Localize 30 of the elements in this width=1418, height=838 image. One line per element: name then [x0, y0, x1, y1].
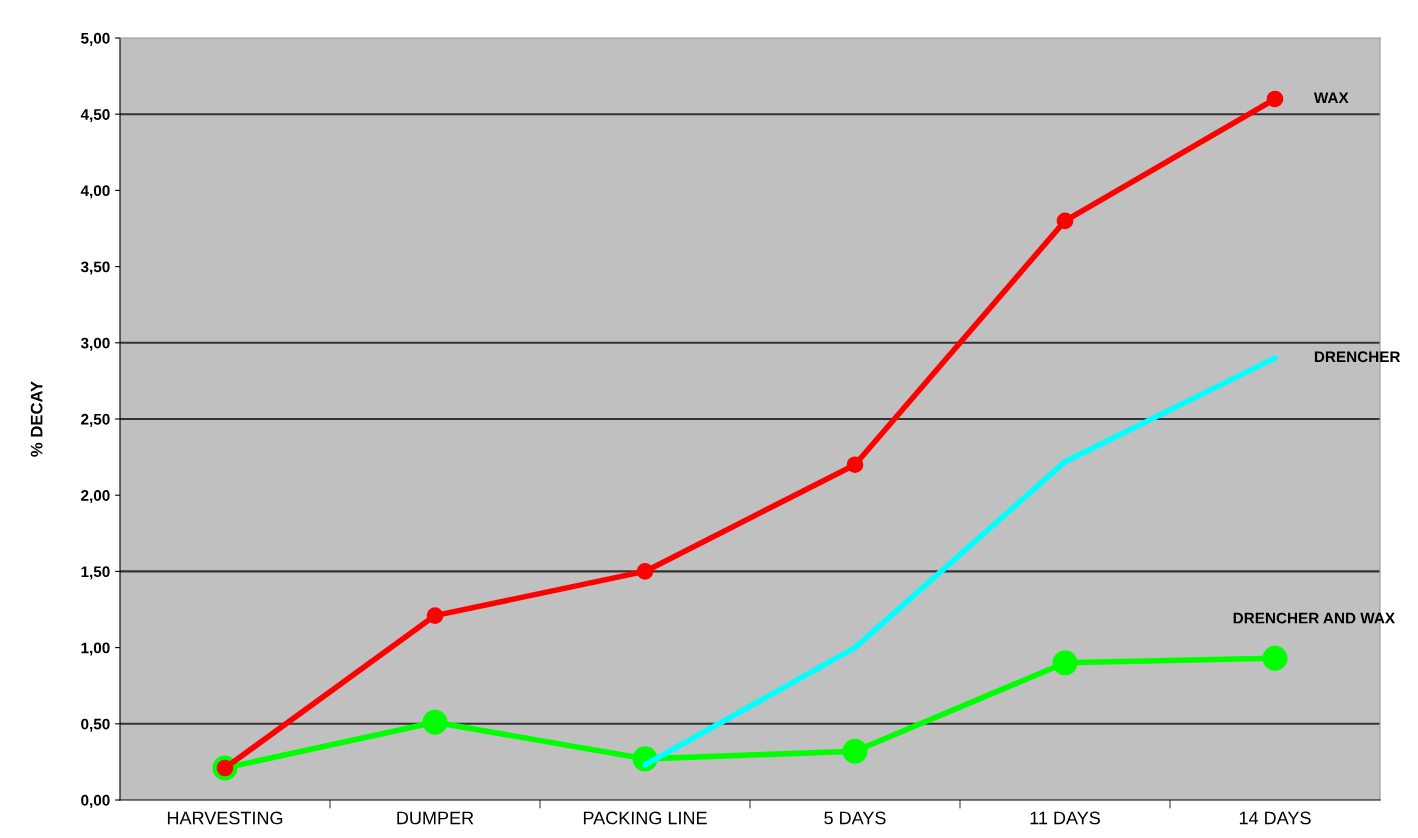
- text: DRENCHER: [1314, 351, 1401, 363]
- x-tick-label: HARVESTING: [167, 811, 283, 825]
- point: [1266, 90, 1284, 108]
- y-tick-label: 1,00: [81, 642, 110, 656]
- y-tick-label: 4,50: [80, 109, 110, 123]
- text: WAX: [1313, 92, 1349, 103]
- y-tick-label: 2,00: [81, 490, 110, 504]
- point: [636, 563, 654, 580]
- point: [846, 456, 864, 474]
- y-tick-label: 2,50: [81, 413, 110, 427]
- text: DRENCHER AND WAX: [1233, 612, 1395, 624]
- point: [1052, 650, 1078, 676]
- y-tick-label: 1,50: [81, 566, 110, 580]
- point: [842, 738, 868, 764]
- y-axis-title: % DECAY: [30, 381, 43, 457]
- x-tick-label: 11 DAYS: [1030, 811, 1100, 825]
- y-tick-label: 3,00: [80, 337, 110, 351]
- x-tick-label: DUMPER: [397, 811, 474, 825]
- x-tick-label: 5 DAYS: [824, 811, 886, 825]
- point: [426, 607, 444, 624]
- x-tick-label: 14 DAYS: [1239, 811, 1311, 825]
- y-tick-label: 3,50: [80, 261, 110, 275]
- y-tick-label: 5,00: [81, 32, 110, 46]
- y-tick-label: 4,00: [80, 185, 110, 199]
- y-tick-label: 0,00: [81, 794, 110, 808]
- y-tick-label: 0,50: [81, 718, 110, 732]
- point: [1056, 212, 1074, 230]
- point: [422, 709, 448, 735]
- point: [1262, 645, 1288, 671]
- x-tick-label: PACKING LINE: [583, 811, 707, 825]
